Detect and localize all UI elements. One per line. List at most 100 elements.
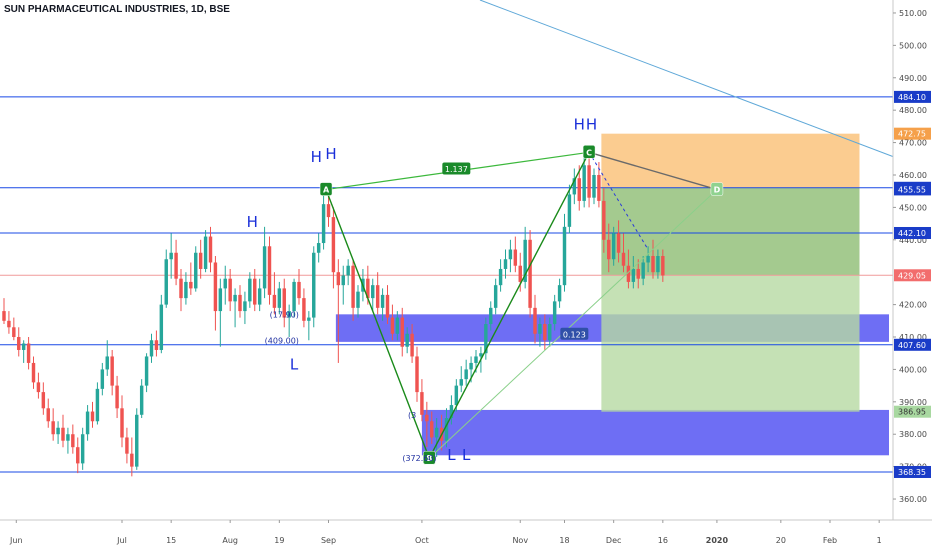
candle-body xyxy=(125,437,129,454)
candles-layer xyxy=(2,152,665,477)
price-tag-label: 472.75 xyxy=(898,130,926,139)
price-tag-label: 368.35 xyxy=(898,468,926,477)
small-price-label: (17.90) xyxy=(270,310,299,319)
candle-body xyxy=(469,362,473,370)
price-tag-472.75 xyxy=(894,127,931,140)
candle-body xyxy=(661,256,665,276)
annotation-H: H xyxy=(574,116,585,134)
candle-body xyxy=(218,288,223,312)
candle-body xyxy=(459,379,463,386)
pattern-line-CD-dashed xyxy=(588,152,649,250)
candle-body xyxy=(31,362,36,383)
price-tag-407.60 xyxy=(894,338,931,351)
candle-body xyxy=(257,288,262,305)
candle-body xyxy=(371,285,375,299)
candle-body xyxy=(513,249,518,266)
x-axis-background xyxy=(0,520,893,550)
candle-body xyxy=(395,317,400,334)
candle-body xyxy=(56,427,60,435)
x-tick-label: 1 xyxy=(877,536,882,545)
y-tick-label: 400.00 xyxy=(899,365,927,374)
price-tag-386.95 xyxy=(894,405,931,418)
candle-body xyxy=(90,411,95,422)
y-tick-label: 470.00 xyxy=(899,139,927,148)
y-tick-label: 480.00 xyxy=(899,106,927,115)
candle-body xyxy=(602,200,606,240)
candle-body xyxy=(21,343,26,350)
y-tick-label: 380.00 xyxy=(899,430,927,439)
pattern-point-box xyxy=(423,450,436,465)
candle-body xyxy=(420,392,424,415)
candle-body xyxy=(307,317,311,321)
y-tick-label: 420.00 xyxy=(899,301,927,310)
x-tick-label: Sep xyxy=(321,536,336,545)
pattern-point-label: B xyxy=(426,454,432,463)
candle-body xyxy=(434,427,439,438)
candle-body xyxy=(287,311,291,318)
candle-body xyxy=(356,291,360,308)
candle-body xyxy=(233,294,237,302)
candle-body xyxy=(238,294,242,312)
candle-body xyxy=(425,414,429,422)
pattern-point-D: D xyxy=(710,182,724,196)
candle-body xyxy=(562,226,567,286)
candle-body xyxy=(341,275,345,286)
zone-3 xyxy=(601,187,860,276)
candle-body xyxy=(651,256,655,273)
x-tick-label: Aug xyxy=(222,536,238,545)
pattern-point-box xyxy=(319,182,333,196)
candle-body xyxy=(385,294,390,318)
candle-body xyxy=(493,285,498,308)
x-tick-label: Jun xyxy=(9,536,23,545)
annotation-L: L xyxy=(447,446,456,464)
candle-body xyxy=(26,343,31,363)
price-tag-label: 429.05 xyxy=(898,271,926,280)
candle-body xyxy=(410,333,414,357)
candle-body xyxy=(46,408,50,422)
candle-body xyxy=(449,405,454,419)
price-tag-label: 455.55 xyxy=(898,185,926,194)
candle-body xyxy=(336,272,341,286)
pattern-line-BC xyxy=(428,151,590,459)
y-tick-label: 410.00 xyxy=(899,333,927,342)
candle-body xyxy=(611,233,616,260)
zone-1 xyxy=(421,409,889,456)
candle-body xyxy=(636,268,640,279)
labels-layer: (409.00)(372.60)(17.90)(3HH HH HLL L xyxy=(247,116,598,465)
candle-body xyxy=(523,239,527,282)
candle-body xyxy=(213,262,218,312)
price-tag-484.10 xyxy=(894,90,931,103)
x-tick-label: 20 xyxy=(776,536,786,545)
annotation-L: L xyxy=(290,355,299,373)
price-tag-442.10 xyxy=(894,226,931,239)
price-tag-455.55 xyxy=(894,183,931,196)
ratio-label-box xyxy=(560,327,589,340)
candle-body xyxy=(76,447,80,464)
candle-body xyxy=(110,356,114,386)
candle-body xyxy=(66,434,70,441)
candle-body xyxy=(184,281,188,299)
candle-body xyxy=(567,194,572,227)
pattern-point-A: A xyxy=(319,182,333,196)
pattern-point-label: C xyxy=(586,148,592,157)
candle-body xyxy=(262,246,267,289)
y-tick-label: 490.00 xyxy=(899,74,927,83)
candle-body xyxy=(282,288,286,318)
pattern-point-C: C xyxy=(582,145,596,159)
pattern-point-label: A xyxy=(323,186,330,195)
x-tick-label: 18 xyxy=(559,536,569,545)
small-price-label: (3 xyxy=(408,411,416,420)
x-tick-label: 15 xyxy=(166,536,176,545)
annotation-L: L xyxy=(462,446,471,464)
candle-body xyxy=(489,307,493,325)
candle-body xyxy=(626,265,631,282)
ratio-label: 1.137 xyxy=(445,165,468,174)
annotation-H: H xyxy=(247,213,258,231)
x-tick-label: Jul xyxy=(116,536,127,545)
candle-body xyxy=(616,233,621,253)
candle-body xyxy=(597,174,601,201)
candle-body xyxy=(572,178,577,195)
